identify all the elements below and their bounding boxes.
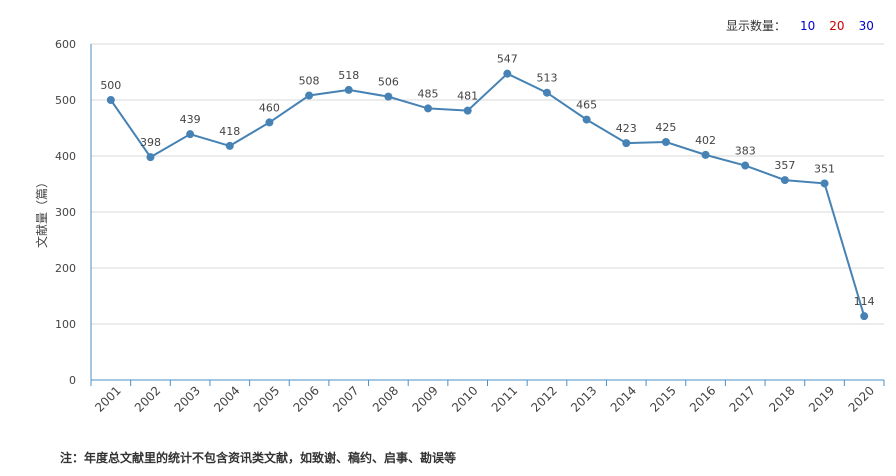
y-tick-label: 300 xyxy=(55,206,76,219)
data-label: 402 xyxy=(695,134,716,147)
data-label: 351 xyxy=(814,162,835,175)
data-labels: 500 398 439 418 460 508 518 506 485 481 547 513 465 4… xyxy=(100,53,874,308)
x-tick-label: 2001 xyxy=(92,383,123,414)
y-tick-labels: 0 100 200 300 400 500 600 xyxy=(55,38,76,387)
data-point xyxy=(622,139,631,148)
data-label: 547 xyxy=(497,53,518,66)
display-count-label: 显示数量： xyxy=(726,19,787,33)
data-point xyxy=(542,88,551,97)
data-point xyxy=(424,104,433,113)
data-label: 460 xyxy=(259,101,280,114)
data-point xyxy=(305,91,314,100)
x-tick-label: 2008 xyxy=(370,383,401,414)
y-tick-label: 0 xyxy=(69,374,76,387)
data-point xyxy=(741,161,750,170)
y-tick-label: 200 xyxy=(55,262,76,275)
data-label: 481 xyxy=(457,90,478,103)
data-label: 439 xyxy=(180,113,201,126)
x-tick-label: 2003 xyxy=(172,383,203,414)
y-tick-label: 500 xyxy=(55,94,76,107)
data-point xyxy=(503,69,512,78)
data-label: 500 xyxy=(100,79,121,92)
x-tick-label: 2017 xyxy=(727,383,758,414)
x-tick-label: 2007 xyxy=(330,383,361,414)
data-point xyxy=(344,85,353,94)
y-tick-label: 600 xyxy=(55,38,76,51)
display-count-option-30[interactable]: 30 xyxy=(858,18,874,33)
y-tick-label: 400 xyxy=(55,150,76,163)
data-label: 425 xyxy=(655,121,676,134)
data-point xyxy=(780,176,789,185)
data-point xyxy=(701,150,710,159)
data-label: 418 xyxy=(219,125,240,138)
data-point xyxy=(225,141,234,150)
data-point xyxy=(106,96,115,104)
data-label: 465 xyxy=(576,99,597,112)
data-label: 357 xyxy=(774,159,795,172)
y-axis-label: 文献量（篇） xyxy=(34,176,49,248)
axes xyxy=(90,44,885,386)
data-label: 485 xyxy=(418,87,439,100)
data-label: 423 xyxy=(616,122,637,135)
display-count-option-10[interactable]: 10 xyxy=(800,18,816,33)
x-tick-label: 2002 xyxy=(132,383,163,414)
y-tick-label: 100 xyxy=(55,318,76,331)
x-tick-labels: 2001 2002 2003 2004 2005 2006 2007 2008 2009 2010… xyxy=(92,383,877,414)
data-label: 508 xyxy=(299,75,320,88)
x-tick-label: 2006 xyxy=(290,383,321,414)
data-point xyxy=(265,118,274,127)
data-label: 518 xyxy=(338,69,359,82)
x-tick-label: 2004 xyxy=(211,383,242,414)
series-line xyxy=(110,72,866,317)
x-tick-label: 2016 xyxy=(687,383,718,414)
x-tick-label: 2018 xyxy=(766,383,797,414)
x-tick-label: 2010 xyxy=(449,383,480,414)
x-tick-label: 2019 xyxy=(806,383,837,414)
display-count-option-20[interactable]: 20 xyxy=(829,18,845,33)
display-count-control: 显示数量： 10 20 30 xyxy=(726,17,874,34)
footnote: 注：年度总文献里的统计不包含资讯类文献，如致谢、稿约、启事、勘误等 xyxy=(60,451,457,465)
data-point xyxy=(860,312,869,321)
data-point xyxy=(582,115,591,124)
series-polyline xyxy=(110,72,866,317)
data-point xyxy=(146,153,155,162)
x-tick-label: 2011 xyxy=(489,383,520,414)
gridlines xyxy=(91,43,884,325)
data-point xyxy=(820,179,829,188)
data-label: 513 xyxy=(536,72,557,85)
data-point xyxy=(384,92,393,101)
x-tick-label: 2005 xyxy=(251,383,282,414)
data-label: 383 xyxy=(735,145,756,158)
data-label: 398 xyxy=(140,136,161,149)
x-tick-label: 2020 xyxy=(846,383,877,414)
data-label: 114 xyxy=(854,295,875,308)
x-tick-label: 2012 xyxy=(528,383,559,414)
data-point xyxy=(463,106,472,115)
x-tick-label: 2013 xyxy=(568,383,599,414)
data-label: 506 xyxy=(378,76,399,89)
data-points xyxy=(106,69,869,321)
data-point xyxy=(186,130,195,139)
x-tick-label: 2015 xyxy=(647,383,678,414)
x-tick-label: 2014 xyxy=(608,383,639,414)
data-point xyxy=(661,138,670,146)
x-tick-label: 2009 xyxy=(409,383,440,414)
line-chart: 0 100 200 300 400 500 600 2001 2002 2003 2004 2005… xyxy=(34,38,885,415)
